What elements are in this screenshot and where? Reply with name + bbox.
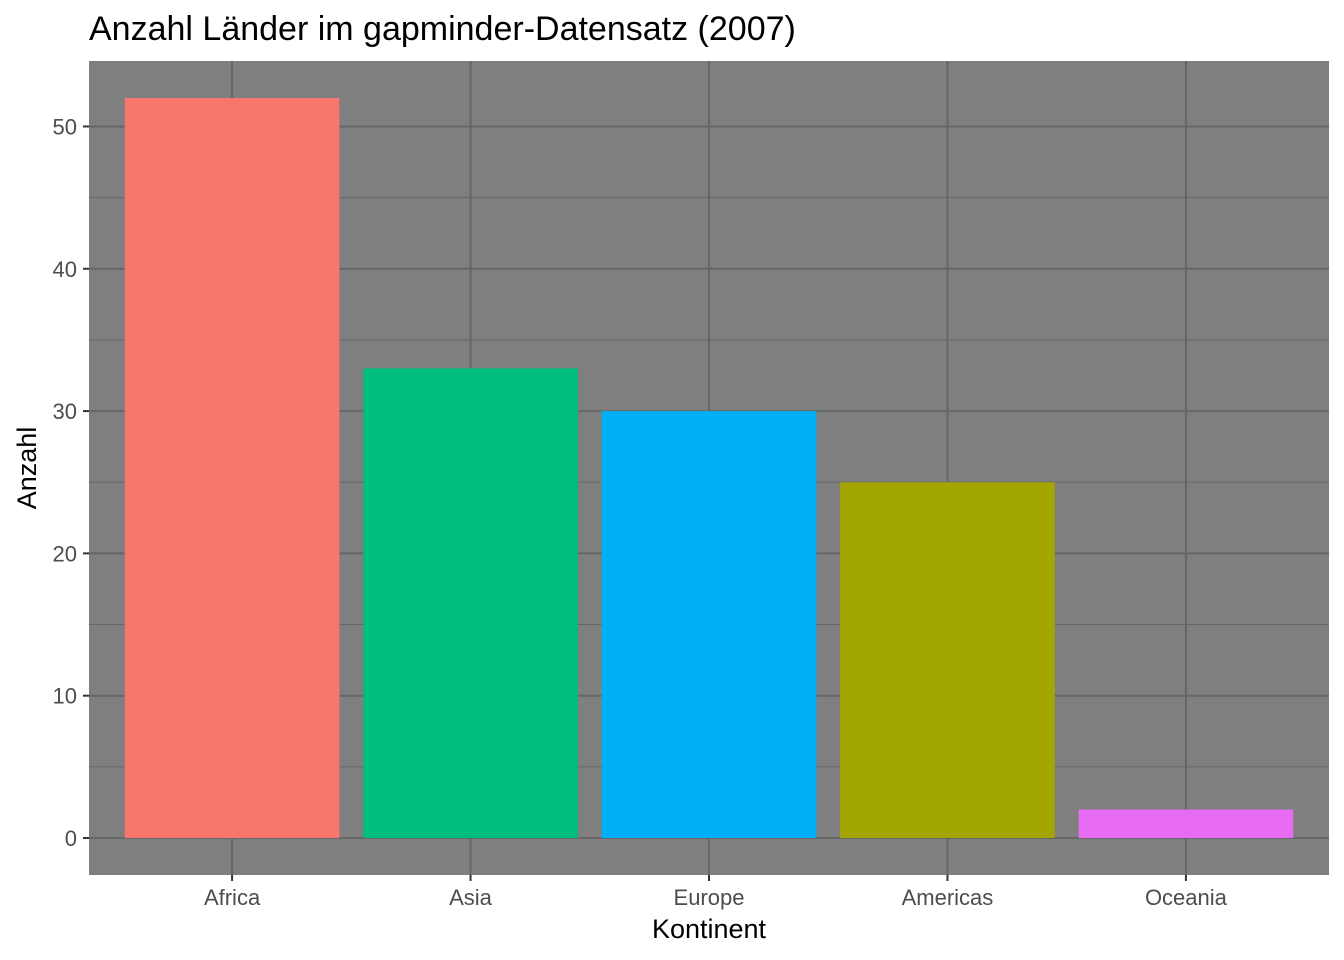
y-tick-label: 20: [53, 541, 77, 566]
bar-africa: [124, 98, 340, 838]
x-tick-label: Americas: [902, 885, 994, 910]
chart-title: Anzahl Länder im gapminder-Datensatz (20…: [89, 10, 796, 48]
x-axis: Africa Asia Europe Americas Oceania: [204, 875, 1228, 910]
y-axis: 0 10 20 30 40 50: [53, 114, 89, 851]
y-tick-label: 30: [53, 399, 77, 424]
x-axis-title: Kontinent: [652, 914, 767, 944]
y-tick-label: 10: [53, 684, 77, 709]
x-tick-label: Oceania: [1145, 885, 1228, 910]
x-tick-label: Africa: [204, 885, 261, 910]
y-tick-label: 40: [53, 257, 77, 282]
bars: [124, 98, 1294, 838]
bar-oceania: [1078, 809, 1294, 838]
x-tick-label: Europe: [674, 885, 745, 910]
x-tick-label: Asia: [449, 885, 493, 910]
bar-europe: [601, 411, 817, 838]
bar-asia: [363, 368, 578, 838]
y-tick-label: 0: [65, 826, 77, 851]
y-axis-title: Anzahl: [12, 427, 42, 510]
bar-americas: [840, 482, 1055, 838]
y-tick-label: 50: [53, 114, 77, 139]
